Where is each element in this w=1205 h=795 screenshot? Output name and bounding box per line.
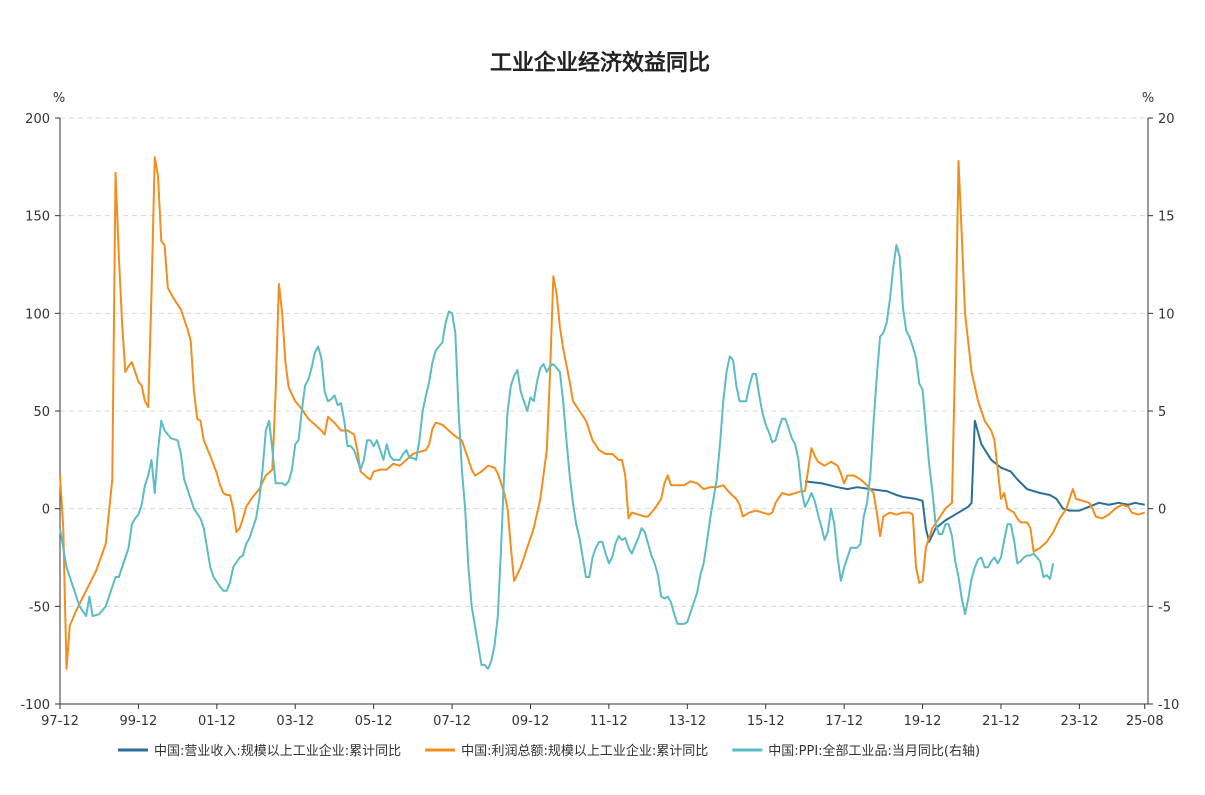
legend-item-3: 中国:PPI:全部工业品:当月同比(右轴)	[732, 743, 980, 759]
x-tick-label: 11-12	[590, 714, 628, 729]
legend-item-2: 中国:利润总额:规模以上工业企业:累计同比	[425, 743, 708, 759]
left-tick-label: 0	[42, 503, 50, 518]
right-tick-label: 15	[1158, 210, 1175, 225]
left-axis-unit: %	[53, 91, 65, 106]
chart-title: 工业企业经济效益同比	[490, 50, 710, 76]
legend-label: 中国:利润总额:规模以上工业企业:累计同比	[461, 743, 708, 759]
x-tick-label: 01-12	[198, 714, 236, 729]
x-tick-label: 99-12	[120, 714, 158, 729]
legend: 中国:营业收入:规模以上工业企业:累计同比 中国:利润总额:规模以上工业企业:累计…	[118, 743, 980, 759]
left-tick-label: 200	[25, 112, 50, 127]
x-tick-label: 03-12	[276, 714, 314, 729]
left-tick-label: -100	[20, 698, 50, 713]
x-tick-label: 07-12	[433, 714, 471, 729]
series-lines	[59, 156, 1146, 670]
x-tick-label: 23-12	[1060, 714, 1098, 729]
legend-label: 中国:PPI:全部工业品:当月同比(右轴)	[768, 743, 980, 759]
left-tick-label: 100	[25, 307, 50, 322]
x-tick-label: 21-12	[982, 714, 1020, 729]
x-tick-label: 15-12	[747, 714, 785, 729]
right-tick-label: -10	[1158, 698, 1179, 713]
series-line-1	[804, 419, 1145, 543]
x-tick-label: 97-12	[41, 714, 79, 729]
x-tick-label: 09-12	[512, 714, 550, 729]
left-tick-label: 150	[25, 210, 50, 225]
x-tick-label: 13-12	[668, 714, 706, 729]
x-tick-label: 25-08	[1126, 714, 1164, 729]
grid-lines	[60, 117, 1148, 607]
right-tick-label: 0	[1158, 503, 1166, 518]
x-tick-label: 05-12	[355, 714, 393, 729]
x-tick-label: 19-12	[904, 714, 942, 729]
right-tick-label: -5	[1158, 600, 1171, 615]
left-tick-label: 50	[33, 405, 50, 420]
right-tick-label: 20	[1158, 112, 1175, 127]
legend-item-1: 中国:营业收入:规模以上工业企业:累计同比	[118, 743, 401, 759]
left-tick-label: -50	[29, 600, 50, 615]
right-tick-label: 10	[1158, 307, 1175, 322]
series-line-3	[59, 243, 1055, 670]
x-tick-label: 17-12	[825, 714, 863, 729]
legend-label: 中国:营业收入:规模以上工业企业:累计同比	[154, 743, 401, 759]
right-axis-unit: %	[1142, 91, 1154, 106]
right-tick-label: 5	[1158, 405, 1166, 420]
series-line-2	[59, 156, 1146, 670]
